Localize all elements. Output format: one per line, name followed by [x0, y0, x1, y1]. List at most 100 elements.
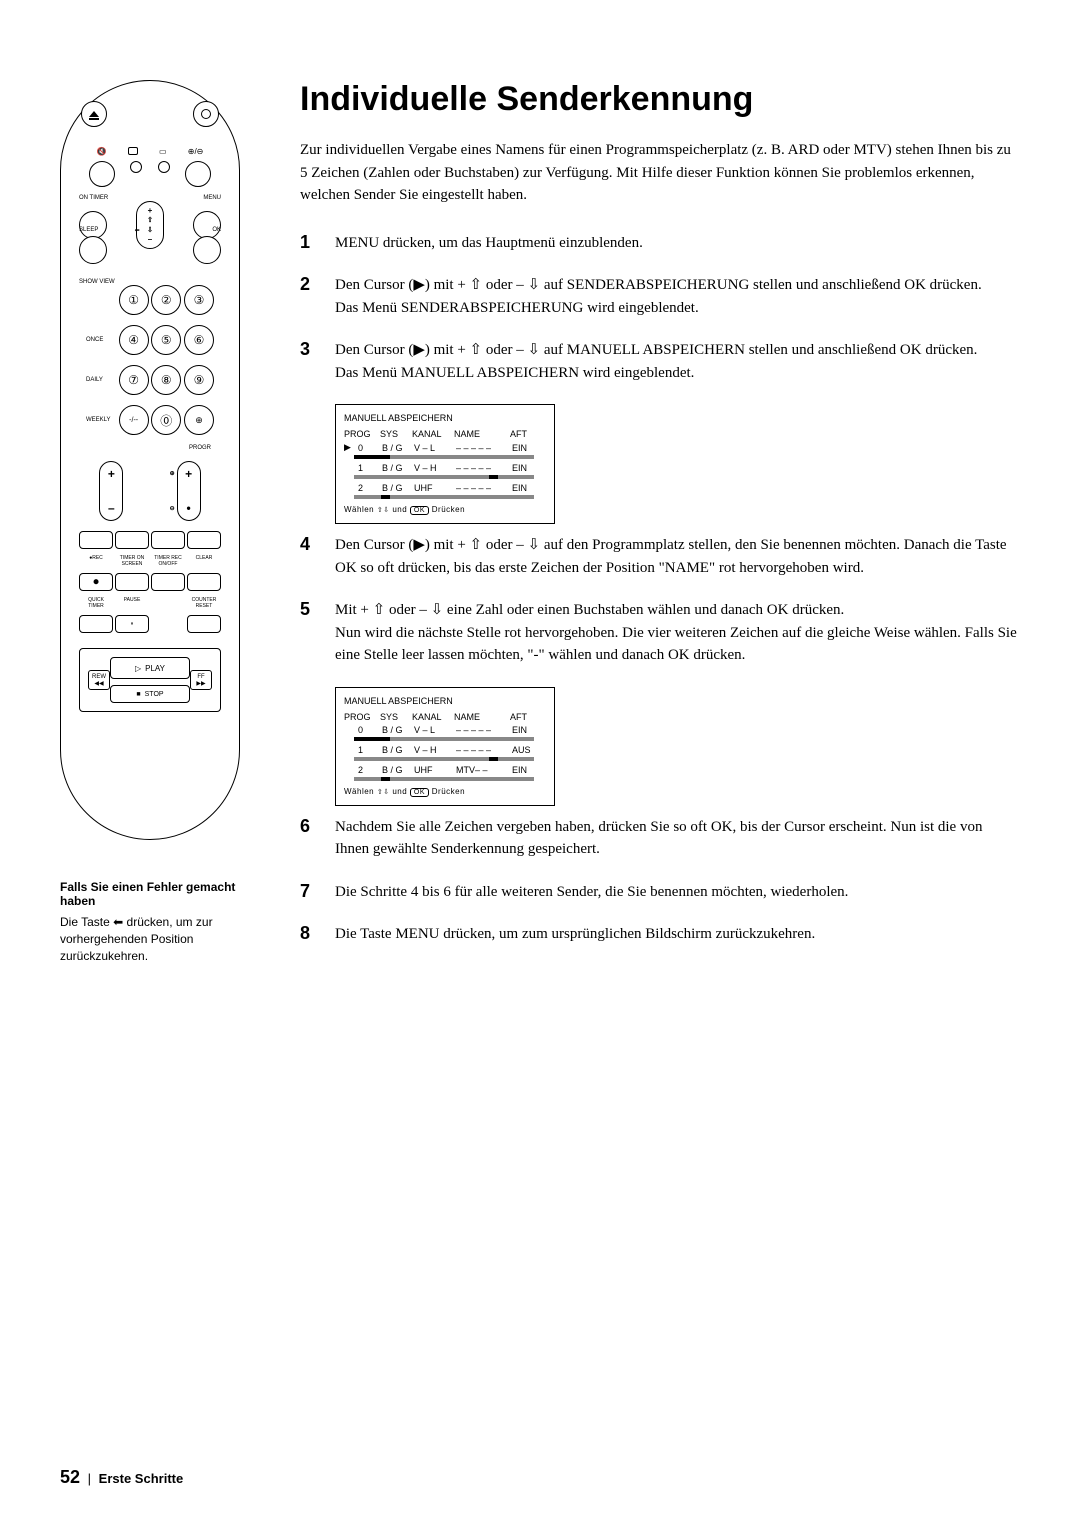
- menu-cell: V – H: [414, 745, 450, 755]
- step-3: 3 Den Cursor (▶) mit + ⇧ oder – ⇩ auf MA…: [300, 339, 1020, 384]
- rec-button: ⬤: [79, 573, 113, 591]
- menu-header: PROG: [344, 712, 374, 722]
- menu-cell: – – – – –: [456, 443, 506, 453]
- menu-header: NAME: [454, 429, 504, 439]
- step-8: 8 Die Taste MENU drücken, um zum ursprün…: [300, 923, 1020, 946]
- tv-icon: [128, 147, 138, 155]
- nav-cross: +⇧⇩–: [136, 201, 164, 249]
- menu-cell: B / G: [382, 725, 408, 735]
- timer-rec-button: [151, 573, 185, 591]
- menu-cell: 1: [358, 463, 376, 473]
- step-text: Den Cursor (▶) mit + ⇧ oder – ⇩ auf den …: [335, 534, 1020, 579]
- step-2: 2 Den Cursor (▶) mit + ⇧ oder – ⇩ auf SE…: [300, 274, 1020, 319]
- menu-header: KANAL: [412, 429, 448, 439]
- menu-cell: 2: [358, 483, 376, 493]
- menu-cell: UHF: [414, 765, 450, 775]
- step-7: 7 Die Schritte 4 bis 6 für alle weiteren…: [300, 881, 1020, 904]
- display-icon: ▭: [159, 147, 167, 156]
- step-text: Nachdem Sie alle Zeichen vergeben haben,…: [335, 816, 1020, 861]
- rew-button: REW◀◀: [88, 670, 110, 690]
- mute-icon: 🔇: [97, 147, 107, 156]
- color-btn-3: [151, 531, 185, 549]
- prog-control: +• ⊕ ⊖: [177, 461, 201, 521]
- menu-title: MANUELL ABSPEICHERN: [344, 413, 546, 423]
- menu-cell: B / G: [382, 463, 408, 473]
- timer-screen-label: TIMER ON SCREEN: [115, 555, 149, 567]
- num-1: ①: [119, 285, 149, 315]
- menu-header: NAME: [454, 712, 504, 722]
- daily-label: DAILY: [86, 377, 116, 383]
- power-button: [193, 101, 219, 127]
- step-text: MENU drücken, um das Hauptmenü einzublen…: [335, 232, 1020, 255]
- menu-cell: B / G: [382, 443, 408, 453]
- menu-cell: EIN: [512, 443, 538, 453]
- clear-label: CLEAR: [187, 555, 221, 567]
- menu-cell: B / G: [382, 483, 408, 493]
- menu-screenshot-1: MANUELL ABSPEICHERN PROG SYS KANAL NAME …: [335, 404, 555, 524]
- eject-button: [81, 101, 107, 127]
- intro-text: Zur individuellen Vergabe eines Namens f…: [300, 139, 1020, 207]
- num-8: ⑧: [151, 365, 181, 395]
- once-label: ONCE: [86, 337, 116, 343]
- page-footer: 52 | Erste Schritte: [60, 1467, 183, 1488]
- menu-header: PROG: [344, 429, 374, 439]
- menu-cell: EIN: [512, 765, 538, 775]
- step-6: 6 Nachdem Sie alle Zeichen vergeben habe…: [300, 816, 1020, 861]
- step-text: Die Taste MENU drücken, um zum ursprüngl…: [335, 923, 1020, 946]
- menu-cell: 1: [358, 745, 376, 755]
- progr-label: PROGR: [71, 445, 229, 451]
- num-0: ⓪: [151, 405, 181, 435]
- num-4: ④: [119, 325, 149, 355]
- ff-button: FF▶▶: [190, 670, 212, 690]
- cursor: ▶: [344, 442, 352, 453]
- step-4: 4 Den Cursor (▶) mit + ⇧ oder – ⇩ auf de…: [300, 534, 1020, 579]
- step-num: 4: [300, 534, 320, 579]
- small-btn-2: [158, 161, 170, 173]
- show-view-label: SHOW VIEW: [79, 279, 115, 285]
- num-9: ⑨: [184, 365, 214, 395]
- menu-cell: B / G: [382, 745, 408, 755]
- timer-rec-label: TIMER REC ON/OFF: [151, 555, 185, 567]
- menu-progress-bar: [354, 737, 534, 741]
- num-ch: ⊕: [184, 405, 214, 435]
- menu-cell: V – H: [414, 463, 450, 473]
- sleep-label: SLEEP: [79, 227, 98, 234]
- step-1: 1 MENU drücken, um das Hauptmenü einzubl…: [300, 232, 1020, 255]
- hint-box: Falls Sie einen Fehler gemacht haben Die…: [60, 880, 260, 964]
- menu-cell: – – – – –: [456, 725, 506, 735]
- timer-screen-button: [115, 573, 149, 591]
- step-num: 7: [300, 881, 320, 904]
- color-btn-1: [79, 531, 113, 549]
- menu-header: SYS: [380, 429, 406, 439]
- menu-cell: – – – – –: [456, 463, 506, 473]
- menu-header: SYS: [380, 712, 406, 722]
- menu-cell: 0: [358, 725, 376, 735]
- page-title: Individuelle Senderkennung: [300, 80, 1020, 119]
- menu-progress-bar: [354, 777, 534, 781]
- step-text: Den Cursor (▶) mit + ⇧ oder – ⇩ auf SEND…: [335, 274, 1020, 319]
- quick-timer-button: [79, 615, 113, 633]
- color-btn-2: [115, 531, 149, 549]
- num-6: ⑥: [184, 325, 214, 355]
- menu-header: KANAL: [412, 712, 448, 722]
- remote-control-diagram: 🔇 ▭ ⊕/⊖ ON TIMER MENU +⇧⇩–: [60, 80, 240, 840]
- step-num: 2: [300, 274, 320, 319]
- quick-timer-label: QUICK TIMER: [79, 597, 113, 609]
- pause-label: PAUSE: [115, 597, 149, 609]
- step-5: 5 Mit + ⇧ oder – ⇩ eine Zahl oder einen …: [300, 599, 1020, 667]
- menu-progress-bar: [354, 495, 534, 499]
- step-num: 6: [300, 816, 320, 861]
- menu-cell: – – – – –: [456, 745, 506, 755]
- hint-title: Falls Sie einen Fehler gemacht haben: [60, 880, 260, 908]
- volume-control: +–: [99, 461, 123, 521]
- step-text: Den Cursor (▶) mit + ⇧ oder – ⇩ auf MANU…: [335, 339, 1020, 384]
- menu-header: AFT: [510, 712, 536, 722]
- input-icon: ⊕/⊖: [188, 147, 204, 156]
- section-name: Erste Schritte: [99, 1471, 184, 1486]
- main-content: Individuelle Senderkennung Zur individue…: [300, 80, 1020, 966]
- hint-text: Die Taste ⬅ drücken, um zur vorhergehend…: [60, 914, 260, 964]
- num-dash: -/--: [119, 405, 149, 435]
- menu-progress-bar: [354, 757, 534, 761]
- pause-button: ⏸: [115, 615, 149, 633]
- menu-cell: EIN: [512, 463, 538, 473]
